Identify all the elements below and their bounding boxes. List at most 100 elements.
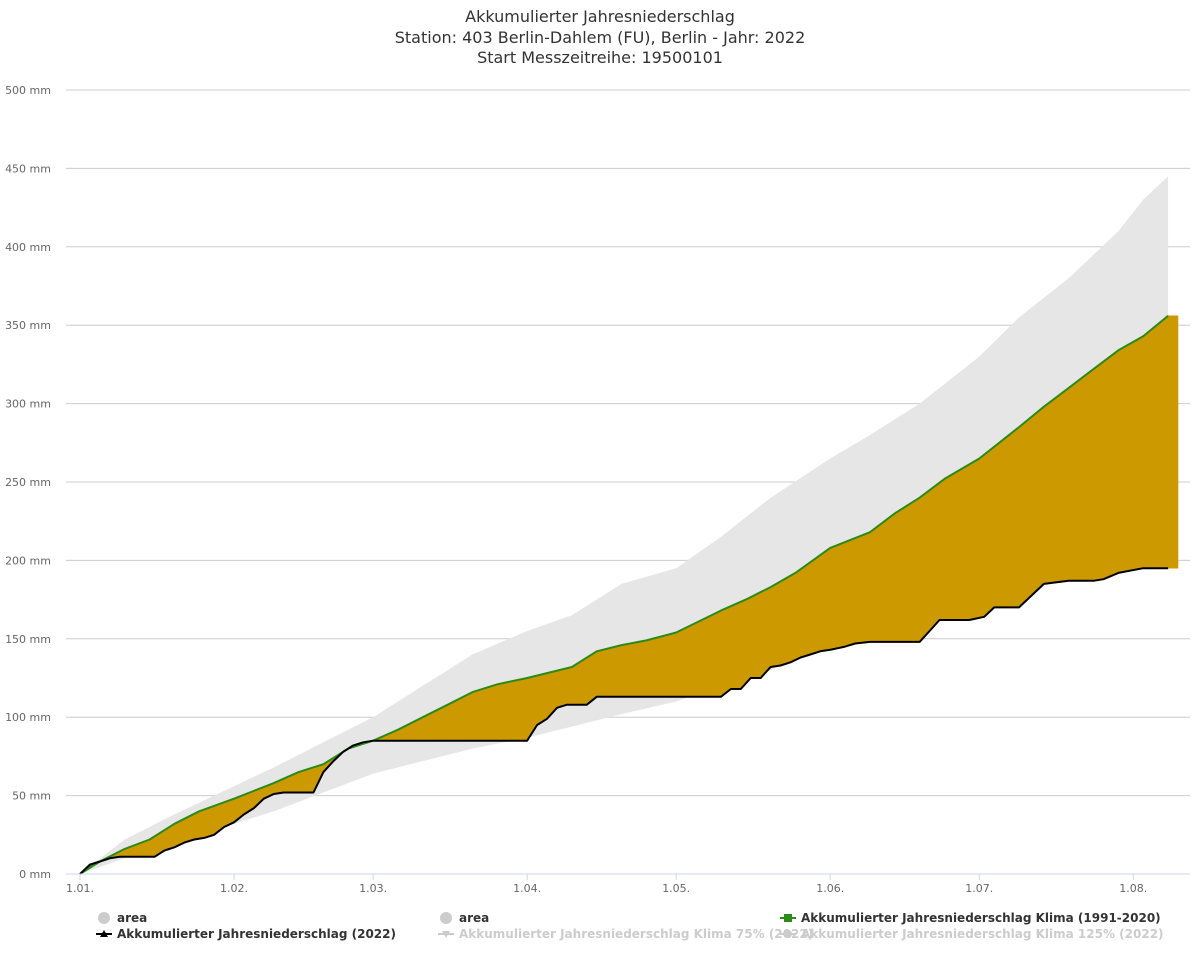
- difference-segment: [755, 591, 762, 679]
- difference-segment: [998, 438, 1005, 608]
- difference-segment: [839, 541, 846, 649]
- difference-segment: [1128, 341, 1134, 572]
- difference-segment: [487, 685, 493, 742]
- difference-segment: [968, 460, 975, 621]
- difference-segment: [740, 599, 747, 690]
- y-tick-label: 200 mm: [5, 554, 51, 567]
- difference-segment: [174, 820, 180, 848]
- difference-segment: [780, 578, 786, 666]
- difference-segment: [1028, 414, 1035, 599]
- difference-segment: [1023, 418, 1030, 604]
- difference-segment: [501, 681, 508, 742]
- difference-segment: [914, 497, 920, 643]
- difference-segment: [477, 688, 483, 742]
- difference-segment: [194, 810, 200, 840]
- chart-title-line-3: Start Messzeitreihe: 19500101: [477, 48, 723, 67]
- difference-segment: [730, 603, 737, 690]
- difference-segment: [795, 568, 801, 661]
- series-line-2022: [79, 567, 1169, 875]
- difference-segment: [651, 637, 657, 698]
- difference-segment: [184, 815, 190, 844]
- difference-segment: [511, 679, 518, 742]
- legend-label: area: [117, 911, 147, 925]
- difference-segment: [631, 641, 637, 698]
- y-axis: 0 mm 50 mm 100 mm 150 mm 200 mm 250 mm 300 mm 3…: [5, 84, 51, 881]
- difference-segment: [1053, 394, 1060, 584]
- difference-segment: [472, 690, 478, 742]
- difference-segment: [939, 478, 945, 621]
- difference-segment: [720, 607, 727, 698]
- difference-segment: [646, 638, 652, 698]
- difference-segment: [581, 657, 588, 706]
- y-tick-label: 50 mm: [12, 790, 51, 803]
- legend-item: Akkumulierter Jahresniederschlag Klima (…: [780, 911, 1161, 925]
- difference-segment: [1038, 406, 1045, 590]
- difference-segment: [959, 466, 965, 621]
- y-tick-label: 300 mm: [5, 398, 51, 411]
- x-tick-label: 1.05.: [662, 882, 690, 895]
- difference-segment: [606, 647, 612, 698]
- difference-segment: [1058, 391, 1064, 583]
- difference-segment: [1138, 335, 1144, 570]
- difference-segment: [854, 535, 861, 644]
- difference-segment: [1167, 315, 1174, 569]
- difference-segment: [203, 807, 210, 839]
- difference-segment: [228, 798, 235, 826]
- difference-segment: [521, 677, 528, 742]
- legend-item: Akkumulierter Jahresniederschlag Klima 7…: [438, 927, 813, 941]
- difference-segment: [432, 709, 439, 742]
- difference-segment: [988, 446, 995, 613]
- difference-segment: [586, 653, 593, 706]
- difference-segment: [829, 545, 836, 651]
- difference-segment: [422, 714, 429, 742]
- legend-label: Akkumulierter Jahresniederschlag (2022): [117, 927, 396, 941]
- difference-segment: [964, 463, 970, 621]
- difference-segment: [800, 565, 806, 659]
- difference-segment: [834, 543, 841, 650]
- difference-segment: [805, 561, 811, 657]
- difference-segment: [1048, 398, 1055, 584]
- difference-segment: [1152, 323, 1159, 569]
- difference-segment: [760, 589, 766, 679]
- difference-segment: [467, 691, 473, 742]
- difference-segment: [884, 516, 891, 643]
- difference-segment: [496, 682, 503, 742]
- difference-segment: [223, 800, 230, 828]
- difference-segment: [705, 615, 712, 698]
- difference-segment: [735, 601, 742, 690]
- difference-segment: [675, 629, 682, 698]
- difference-segment: [561, 667, 568, 707]
- x-tick-label: 1.06.: [816, 882, 844, 895]
- y-tick-label: 500 mm: [5, 84, 51, 97]
- difference-segment: [660, 634, 667, 698]
- difference-segment: [551, 670, 558, 715]
- difference-segment: [541, 672, 548, 723]
- difference-segment: [670, 632, 677, 698]
- difference-segment: [427, 711, 434, 742]
- difference-segment: [591, 650, 598, 702]
- difference-segment: [516, 678, 523, 742]
- difference-segment: [904, 503, 911, 643]
- difference-segment: [824, 547, 831, 651]
- legend-symbol: [100, 930, 108, 937]
- legend-label: Akkumulierter Jahresniederschlag Klima 7…: [459, 927, 813, 941]
- chart-title: Akkumulierter Jahresniederschlag Station…: [395, 7, 806, 67]
- difference-segment: [919, 493, 925, 643]
- difference-segment: [452, 699, 458, 742]
- difference-segment: [750, 594, 757, 679]
- difference-segment: [819, 550, 826, 652]
- legend-symbol: [442, 931, 450, 938]
- difference-segment: [1033, 410, 1040, 594]
- difference-segment: [213, 803, 220, 836]
- difference-segment: [536, 673, 543, 726]
- difference-segment: [189, 813, 195, 842]
- chart-title-line-2: Station: 403 Berlin-Dahlem (FU), Berlin …: [395, 28, 806, 47]
- difference-segment: [770, 583, 776, 668]
- difference-segment: [526, 676, 533, 742]
- difference-segment: [1008, 430, 1015, 608]
- difference-segment: [626, 642, 632, 698]
- difference-segment: [1018, 422, 1025, 609]
- difference-segment: [973, 457, 980, 620]
- difference-segment: [576, 660, 583, 706]
- difference-segment: [293, 771, 299, 793]
